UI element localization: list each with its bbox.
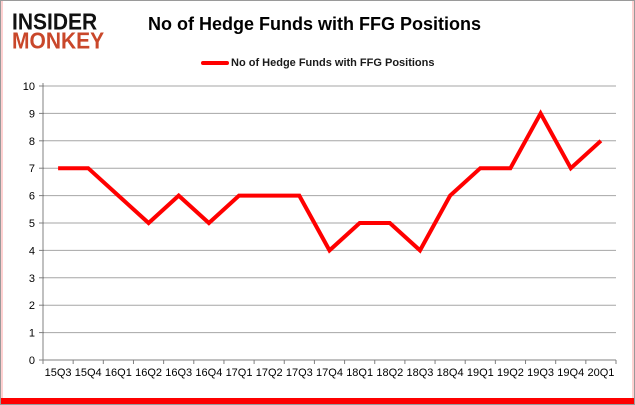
x-tick-label: 17Q3 bbox=[286, 367, 313, 379]
legend-label: No of Hedge Funds with FFG Positions bbox=[231, 57, 435, 69]
x-tick-label: 20Q1 bbox=[587, 367, 614, 379]
insider-monkey-logo: INSIDER MONKEY bbox=[12, 9, 105, 54]
x-tick-label: 19Q2 bbox=[497, 367, 524, 379]
y-tick-label: 2 bbox=[29, 300, 35, 312]
y-tick-label: 5 bbox=[29, 218, 35, 230]
legend: No of Hedge Funds with FFG Positions bbox=[201, 57, 435, 69]
legend-line-swatch bbox=[201, 61, 229, 65]
y-tick-label: 3 bbox=[29, 273, 35, 285]
x-tick-label: 16Q4 bbox=[195, 367, 222, 379]
logo-text-monkey: MONKEY bbox=[12, 29, 105, 54]
x-tick-label: 17Q4 bbox=[316, 367, 343, 379]
data-line-ffg-positions bbox=[58, 109, 603, 254]
x-tick-label: 15Q4 bbox=[75, 367, 102, 379]
chart-title: No of Hedge Funds with FFG Positions bbox=[148, 14, 481, 34]
x-tick-label: 19Q4 bbox=[557, 367, 584, 379]
y-tick-label: 0 bbox=[29, 355, 35, 367]
x-tick-label: 19Q3 bbox=[527, 367, 554, 379]
x-tick-label: 18Q1 bbox=[346, 367, 373, 379]
y-tick-label: 7 bbox=[29, 163, 35, 175]
x-tick-label: 19Q1 bbox=[467, 367, 494, 379]
x-tick-label: 15Q3 bbox=[45, 367, 72, 379]
logo-text-insider: INSIDER bbox=[12, 9, 98, 35]
y-tick-label: 10 bbox=[23, 81, 35, 93]
x-tick-label: 16Q1 bbox=[105, 367, 132, 379]
x-tick-label: 18Q4 bbox=[437, 367, 464, 379]
x-tick-label: 16Q3 bbox=[165, 367, 192, 379]
x-tick-label: 18Q2 bbox=[376, 367, 403, 379]
y-tick-label: 6 bbox=[29, 191, 35, 203]
x-tick-label: 17Q2 bbox=[256, 367, 283, 379]
x-tick-label: 16Q2 bbox=[135, 367, 162, 379]
y-tick-label: 9 bbox=[29, 108, 35, 120]
y-tick-label: 4 bbox=[29, 245, 35, 257]
bottom-accent-bar bbox=[1, 398, 634, 404]
y-tick-label: 8 bbox=[29, 136, 35, 148]
x-tick-label: 18Q3 bbox=[407, 367, 434, 379]
y-tick-label: 1 bbox=[29, 328, 35, 340]
x-tick-label: 17Q1 bbox=[226, 367, 253, 379]
